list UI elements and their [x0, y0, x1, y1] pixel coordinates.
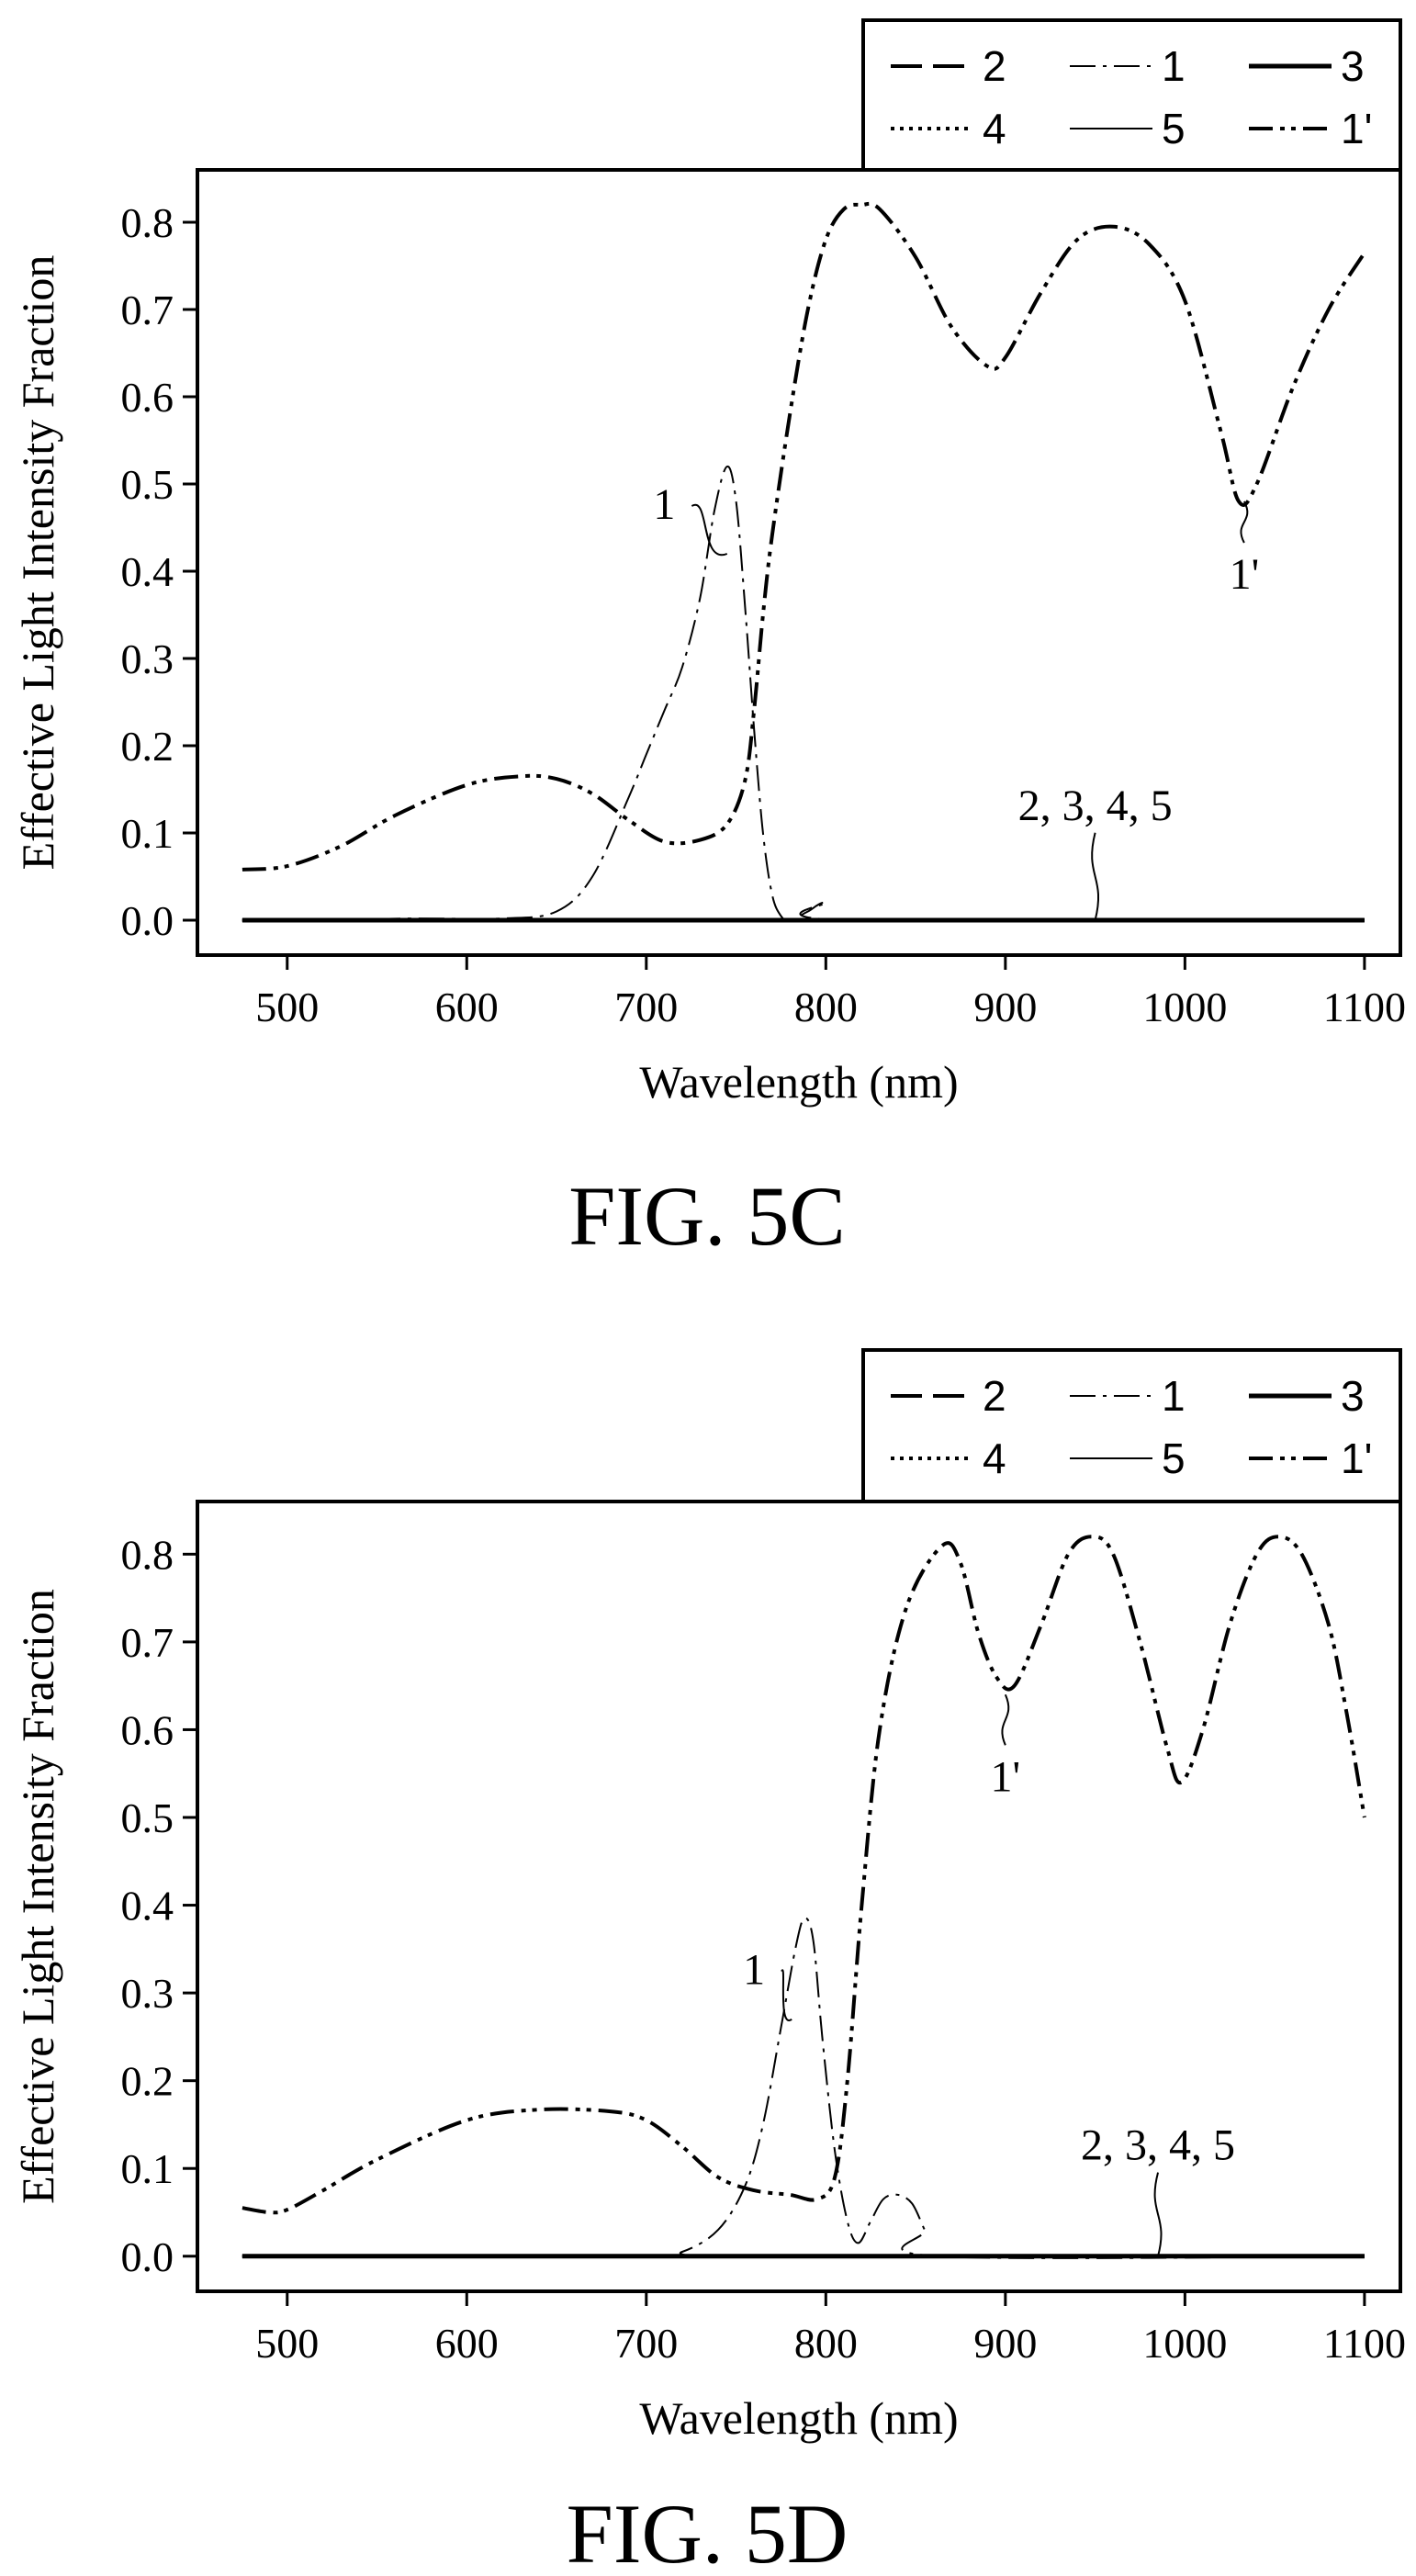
series-line-1prime — [242, 1535, 1366, 2215]
x-axis-label: Wavelength (nm) — [639, 1056, 958, 1108]
x-tick-label: 800 — [794, 984, 858, 1030]
x-tick-label: 500 — [255, 984, 319, 1030]
annotation-leader — [691, 503, 728, 557]
chart-1: 500 600 700 800 900 1000 1100 0.0 0.1 0.2 0.3 0.4 0.… — [12, 1348, 1406, 2576]
annotation-label: 2, 3, 4, 5 — [1018, 782, 1173, 830]
legend-label: 1' — [1341, 1434, 1372, 1482]
annotation-label: 1 — [653, 480, 675, 529]
y-tick-label: 0.6 — [121, 1706, 174, 1753]
y-axis-label: Effective Light Intensity Fraction — [12, 1589, 63, 2204]
legend-box — [861, 18, 1402, 172]
y-tick-label: 0.1 — [121, 2145, 174, 2192]
annotation-leader — [1240, 501, 1249, 544]
x-axis-label: Wavelength (nm) — [639, 2392, 958, 2444]
annotation-label: 1 — [743, 1946, 765, 1995]
legend-label: 3 — [1341, 42, 1365, 90]
x-tick-label: 1100 — [1323, 2320, 1406, 2367]
chart-0: 500 600 700 800 900 1000 1100 0.0 0.1 0.2 0.3 0.4 0.… — [12, 18, 1406, 1263]
y-tick-label: 0.2 — [121, 2058, 174, 2105]
legend-label: 5 — [1162, 105, 1186, 152]
x-tick-label: 600 — [435, 984, 499, 1030]
y-tick-label: 0.8 — [121, 199, 174, 246]
legend-label: 1' — [1341, 105, 1372, 152]
legend-box — [861, 1348, 1402, 1503]
x-tick-label: 700 — [614, 984, 678, 1030]
x-tick-label: 900 — [973, 2320, 1037, 2367]
legend-label: 4 — [983, 1434, 1006, 1482]
legend-label: 5 — [1162, 1434, 1186, 1482]
x-tick-label: 900 — [973, 984, 1037, 1030]
figure-caption: FIG. 5D — [567, 2487, 848, 2576]
y-tick-label: 0.2 — [121, 723, 174, 770]
legend-label: 2 — [983, 1372, 1006, 1420]
x-tick-label: 700 — [614, 2320, 678, 2367]
series-line-1 — [242, 466, 1365, 923]
y-tick-label: 0.3 — [121, 1970, 174, 2017]
series-line-1 — [242, 1917, 1365, 2259]
annotation-label: 1' — [991, 1752, 1021, 1801]
x-tick-label: 500 — [255, 2320, 319, 2367]
y-tick-label: 0.5 — [121, 461, 174, 508]
y-tick-label: 0.0 — [121, 2233, 174, 2280]
annotation-leader — [1001, 1693, 1010, 1746]
y-tick-label: 0.6 — [121, 374, 174, 421]
y-tick-label: 0.0 — [121, 897, 174, 944]
y-tick-label: 0.4 — [121, 548, 174, 595]
plot-frame — [196, 168, 1402, 957]
x-tick-label: 1100 — [1323, 984, 1406, 1030]
annotation-leader — [781, 1969, 792, 2021]
legend-label: 3 — [1341, 1372, 1365, 1420]
x-tick-label: 600 — [435, 2320, 499, 2367]
legend-label: 1 — [1162, 1372, 1186, 1420]
y-axis-label: Effective Light Intensity Fraction — [12, 255, 63, 871]
annotation-leader — [1091, 832, 1099, 921]
y-tick-label: 0.3 — [121, 636, 174, 682]
figure-caption: FIG. 5C — [568, 1169, 846, 1263]
annotation-leader — [1153, 2172, 1163, 2257]
y-tick-label: 0.7 — [121, 287, 174, 333]
legend-label: 1 — [1162, 42, 1186, 90]
y-tick-label: 0.4 — [121, 1883, 174, 1929]
y-tick-label: 0.7 — [121, 1619, 174, 1666]
legend-label: 2 — [983, 42, 1006, 90]
annotation-label: 1' — [1230, 550, 1260, 599]
series-line-1prime — [242, 201, 1366, 872]
plot-frame — [196, 1500, 1402, 2293]
y-tick-label: 0.8 — [121, 1531, 174, 1578]
legend-label: 4 — [983, 105, 1006, 152]
x-tick-label: 1000 — [1142, 984, 1227, 1030]
x-tick-label: 1000 — [1142, 2320, 1227, 2367]
annotation-label: 2, 3, 4, 5 — [1081, 2121, 1235, 2170]
y-tick-label: 0.1 — [121, 810, 174, 857]
x-tick-label: 800 — [794, 2320, 858, 2367]
y-tick-label: 0.5 — [121, 1794, 174, 1841]
